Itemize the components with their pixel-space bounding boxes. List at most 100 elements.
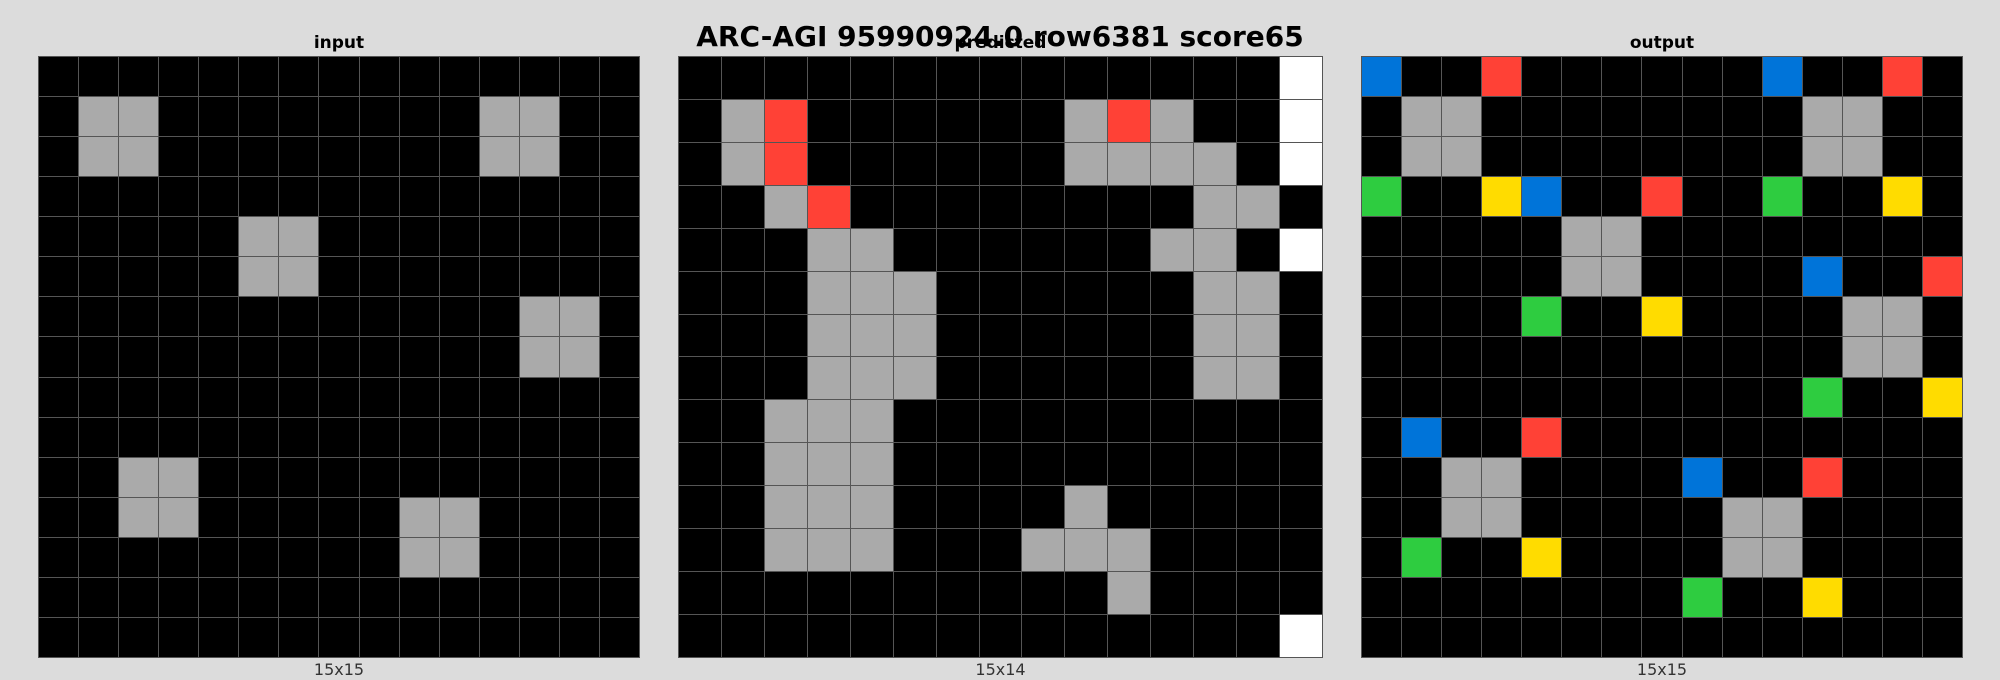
grid-cell xyxy=(1562,417,1602,457)
grid-cell xyxy=(1151,615,1194,657)
grid-cell xyxy=(1602,457,1642,497)
grid-cell xyxy=(721,572,764,615)
grid-cell xyxy=(1065,486,1108,529)
grid-cell xyxy=(1562,177,1602,217)
grid-cell xyxy=(1065,357,1108,400)
grid-cell xyxy=(1151,357,1194,400)
grid-cell xyxy=(1642,417,1682,457)
grid-cell xyxy=(936,228,979,271)
grid-cell xyxy=(1151,572,1194,615)
grid-cell xyxy=(399,417,439,457)
grid-cell xyxy=(721,400,764,443)
grid-cell xyxy=(1362,497,1402,537)
grid-cell xyxy=(893,400,936,443)
grid-cell xyxy=(479,497,519,537)
grid-cell xyxy=(1522,337,1562,377)
grid-cell xyxy=(1237,57,1280,99)
grid-cell xyxy=(79,217,119,257)
grid-cell xyxy=(850,185,893,228)
grid-cell xyxy=(119,217,159,257)
grid-cell xyxy=(679,443,721,486)
grid-cell xyxy=(979,443,1022,486)
grid-cell xyxy=(1522,577,1562,617)
grid-cell xyxy=(764,185,807,228)
grid-cell xyxy=(1922,137,1962,177)
grid-cell xyxy=(1194,486,1237,529)
grid-cell xyxy=(1802,457,1842,497)
grid-cell xyxy=(1151,185,1194,228)
grid-cell xyxy=(559,457,599,497)
grid-cell xyxy=(1065,314,1108,357)
grid-cell xyxy=(359,497,399,537)
grid-cell xyxy=(479,457,519,497)
grid-cell xyxy=(319,257,359,297)
grid-cell xyxy=(1482,97,1522,137)
grid-cell xyxy=(439,97,479,137)
grid-cell xyxy=(1922,537,1962,577)
grid-cell xyxy=(1762,577,1802,617)
grid-cell xyxy=(1562,137,1602,177)
grid-cell xyxy=(119,377,159,417)
grid-cell xyxy=(1522,177,1562,217)
grid-cell xyxy=(1237,142,1280,185)
grid-cell xyxy=(1482,577,1522,617)
grid-cell xyxy=(119,337,159,377)
grid-cell xyxy=(399,297,439,337)
grid-cell xyxy=(479,97,519,137)
grid-cell xyxy=(1022,57,1065,99)
grid-cell xyxy=(79,617,119,657)
grid-cell xyxy=(319,457,359,497)
grid-cell xyxy=(721,529,764,572)
grid-cell xyxy=(1722,497,1762,537)
grid-cell xyxy=(1682,417,1722,457)
predicted-grid xyxy=(678,56,1323,658)
grid-cell xyxy=(1722,617,1762,657)
grid-cell xyxy=(199,457,239,497)
grid-cell xyxy=(1065,400,1108,443)
grid-cell xyxy=(1237,357,1280,400)
grid-cell xyxy=(1842,217,1882,257)
grid-cell xyxy=(359,97,399,137)
grid-cell xyxy=(519,377,559,417)
grid-cell xyxy=(519,617,559,657)
grid-cell xyxy=(1065,615,1108,657)
grid-cell xyxy=(239,337,279,377)
grid-cell xyxy=(1280,357,1322,400)
grid-cell xyxy=(279,577,319,617)
grid-cell xyxy=(679,99,721,142)
grid-cell xyxy=(936,357,979,400)
grid-cell xyxy=(319,577,359,617)
grid-cell xyxy=(399,217,439,257)
grid-cell xyxy=(79,457,119,497)
grid-cell xyxy=(721,57,764,99)
grid-cell xyxy=(1362,137,1402,177)
grid-cell xyxy=(1882,377,1922,417)
grid-cell xyxy=(39,497,79,537)
grid-cell xyxy=(359,217,399,257)
grid-cell xyxy=(1842,177,1882,217)
grid-cell xyxy=(1762,457,1802,497)
grid-cell xyxy=(1682,57,1722,97)
grid-cell xyxy=(979,400,1022,443)
grid-cell xyxy=(519,537,559,577)
panel-title-output: output xyxy=(1629,33,1695,53)
grid-cell xyxy=(359,617,399,657)
grid-cell xyxy=(479,417,519,457)
grid-cell xyxy=(807,572,850,615)
grid-cell xyxy=(39,217,79,257)
grid-cell xyxy=(1522,617,1562,657)
grid-cell xyxy=(1402,137,1442,177)
grid-cell xyxy=(1602,297,1642,337)
input-grid xyxy=(38,56,640,658)
grid-cell xyxy=(439,217,479,257)
grid-cell xyxy=(979,57,1022,99)
grid-cell xyxy=(1065,57,1108,99)
grid-cell xyxy=(119,497,159,537)
grid-cell xyxy=(1280,572,1322,615)
grid-cell xyxy=(359,457,399,497)
grid-cell xyxy=(1722,537,1762,577)
grid-cell xyxy=(850,572,893,615)
grid-cell xyxy=(1642,497,1682,537)
grid-cell xyxy=(679,228,721,271)
grid-cell xyxy=(850,615,893,657)
